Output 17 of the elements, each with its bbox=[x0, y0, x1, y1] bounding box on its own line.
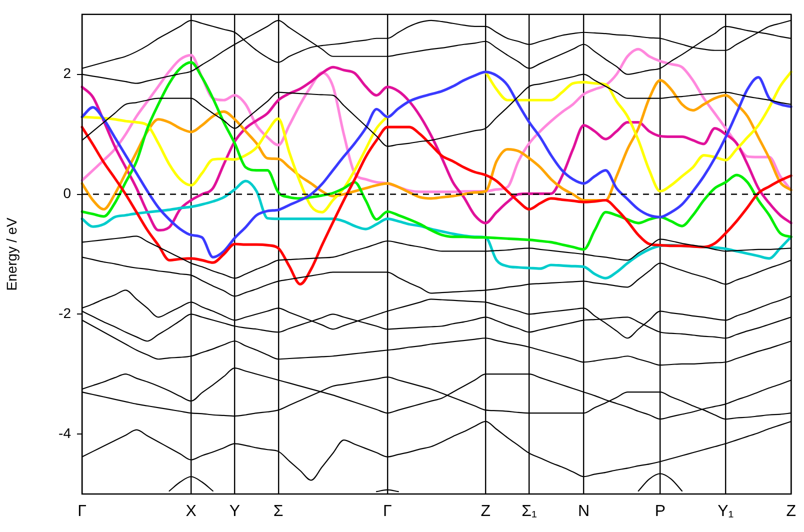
x-tick-label: Y bbox=[229, 503, 240, 520]
y-tick-label: 2 bbox=[63, 65, 72, 82]
x-tick-label: Σ₁ bbox=[522, 503, 537, 520]
x-tick-label: N bbox=[578, 503, 590, 520]
x-tick-label: X bbox=[186, 503, 197, 520]
x-tick-label: Z bbox=[786, 503, 796, 520]
x-tick-label: Y₁ bbox=[718, 503, 734, 520]
x-tick-label: Z bbox=[480, 503, 491, 520]
x-tick-label: Γ bbox=[383, 503, 392, 520]
y-tick-label: -4 bbox=[58, 424, 72, 441]
line-series bbox=[80, 126, 792, 286]
x-tick-label: P bbox=[654, 503, 666, 520]
y-tick-label: -2 bbox=[58, 305, 72, 322]
x-tick-label: Γ bbox=[78, 503, 87, 520]
y-tick-label: 0 bbox=[63, 185, 72, 202]
y-axis-title: Energy / eV bbox=[3, 216, 20, 291]
x-tick-label: Σ bbox=[273, 503, 284, 520]
